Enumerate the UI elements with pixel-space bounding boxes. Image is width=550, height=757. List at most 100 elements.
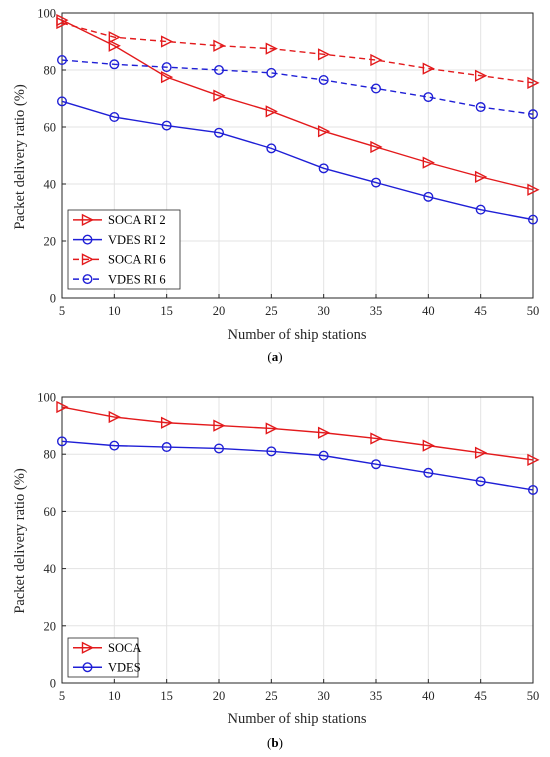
x-tick-label-a: 45 xyxy=(474,304,487,318)
series-point-a-3 xyxy=(423,92,434,103)
chart-panel-b: Packet delivery ratio (%) Number of ship… xyxy=(12,391,540,750)
legend-label-a-2: SOCA RI 6 xyxy=(108,253,166,267)
series-point-b-1 xyxy=(371,459,382,470)
series-a-0 xyxy=(56,13,540,196)
legend-swatch-marker-a-1 xyxy=(82,234,93,245)
series-point-a-0 xyxy=(527,183,540,196)
x-tick-label-a: 40 xyxy=(422,304,435,318)
series-point-a-0 xyxy=(108,39,121,52)
series-point-b-1 xyxy=(318,450,329,461)
legend-label-a-0: SOCA RI 2 xyxy=(108,213,166,227)
panel-caption-b: (b) xyxy=(267,735,283,750)
series-line-a-1 xyxy=(61,100,534,221)
series-point-a-2 xyxy=(265,42,278,55)
legend-box-b xyxy=(67,637,139,678)
y-tick-label-b: 60 xyxy=(44,505,57,519)
series-point-a-0 xyxy=(160,70,174,84)
series-point-a-3 xyxy=(213,64,224,75)
x-tick-label-a: 30 xyxy=(317,304,330,318)
series-point-a-2 xyxy=(370,53,383,67)
series-line-b-0 xyxy=(61,406,534,461)
x-tick-label-a: 35 xyxy=(370,304,383,318)
x-tick-label-b: 40 xyxy=(422,689,435,703)
series-a-1 xyxy=(57,96,539,225)
legend-swatch-marker-b-0 xyxy=(81,641,95,654)
series-point-b-1 xyxy=(423,467,434,478)
legend-label-a-3: VDES RI 6 xyxy=(108,272,166,286)
series-point-b-0 xyxy=(108,410,121,424)
series-point-a-2 xyxy=(317,48,331,61)
x-tick-label-b: 20 xyxy=(213,689,226,703)
series-point-b-0 xyxy=(265,422,278,435)
x-axis-label-a: Number of ship stations xyxy=(228,327,367,343)
legend-swatch-marker-a-2 xyxy=(81,253,95,266)
series-point-b-0 xyxy=(56,400,69,414)
series-line-a-0 xyxy=(61,19,534,191)
x-tick-label-a: 5 xyxy=(59,304,65,318)
legend-label-b-1: VDES xyxy=(108,661,141,675)
series-b-1 xyxy=(57,436,539,495)
y-axis-label-a: Packet delivery ratio (%) xyxy=(12,84,28,230)
y-tick-label-b: 20 xyxy=(44,619,57,633)
series-point-a-1 xyxy=(528,214,539,225)
series-a-3 xyxy=(57,55,539,120)
series-point-a-3 xyxy=(371,83,382,94)
x-tick-label-b: 50 xyxy=(527,689,540,703)
series-point-a-3 xyxy=(318,74,329,85)
series-point-a-2 xyxy=(527,76,540,89)
series-point-a-3 xyxy=(266,67,277,78)
series-point-a-0 xyxy=(317,125,331,138)
series-point-b-0 xyxy=(474,446,488,459)
x-tick-label-a: 10 xyxy=(108,304,121,318)
series-point-a-0 xyxy=(474,170,488,184)
y-tick-label-a: 100 xyxy=(37,7,56,21)
legend-label-a-1: VDES RI 2 xyxy=(108,233,166,247)
x-tick-label-a: 25 xyxy=(265,304,278,318)
y-tick-label-a: 0 xyxy=(50,292,56,306)
series-line-b-1 xyxy=(61,440,534,491)
series-point-a-1 xyxy=(371,177,382,188)
series-point-a-3 xyxy=(528,109,539,120)
legend-swatch-marker-b-1 xyxy=(82,662,93,673)
legend-box-a xyxy=(67,209,181,290)
y-tick-label-b: 80 xyxy=(44,448,57,462)
y-tick-label-a: 20 xyxy=(44,235,57,249)
series-point-a-2 xyxy=(160,35,174,48)
series-point-a-1 xyxy=(423,191,434,202)
series-point-b-0 xyxy=(422,439,435,452)
series-b-0 xyxy=(56,400,540,467)
series-point-a-1 xyxy=(161,120,172,131)
series-line-a-2 xyxy=(61,22,534,84)
x-tick-label-b: 15 xyxy=(160,689,173,703)
series-point-b-0 xyxy=(213,419,226,432)
series-point-a-1 xyxy=(318,163,329,174)
x-tick-label-b: 30 xyxy=(317,689,330,703)
series-point-a-2 xyxy=(474,69,488,82)
x-tick-label-a: 20 xyxy=(213,304,226,318)
series-point-b-0 xyxy=(370,432,383,445)
series-point-b-1 xyxy=(266,446,277,457)
series-point-a-2 xyxy=(422,62,435,75)
x-tick-label-b: 5 xyxy=(59,689,65,703)
x-tick-label-b: 10 xyxy=(108,689,121,703)
plot-frame-a xyxy=(61,12,534,299)
series-point-a-1 xyxy=(266,143,277,154)
y-tick-label-a: 60 xyxy=(44,121,57,135)
x-tick-label-a: 50 xyxy=(527,304,540,318)
series-point-a-1 xyxy=(475,204,486,215)
series-point-a-3 xyxy=(475,102,486,113)
series-point-a-2 xyxy=(56,16,69,30)
series-point-a-2 xyxy=(213,39,226,52)
series-point-b-1 xyxy=(109,440,120,451)
series-a-2 xyxy=(56,16,540,89)
x-tick-label-b: 35 xyxy=(370,689,383,703)
x-tick-label-b: 45 xyxy=(474,689,487,703)
legend-a: SOCA RI 2 VDES RI 2 SOCA RI 6 VDES RI 6 xyxy=(67,209,181,290)
y-axis-label-b: Packet delivery ratio (%) xyxy=(12,468,28,614)
series-point-a-2 xyxy=(108,31,121,44)
panel-caption-a: (a) xyxy=(267,349,282,364)
series-point-b-1 xyxy=(213,443,224,454)
series-point-b-0 xyxy=(527,453,540,467)
plot-frame-b xyxy=(61,396,534,684)
